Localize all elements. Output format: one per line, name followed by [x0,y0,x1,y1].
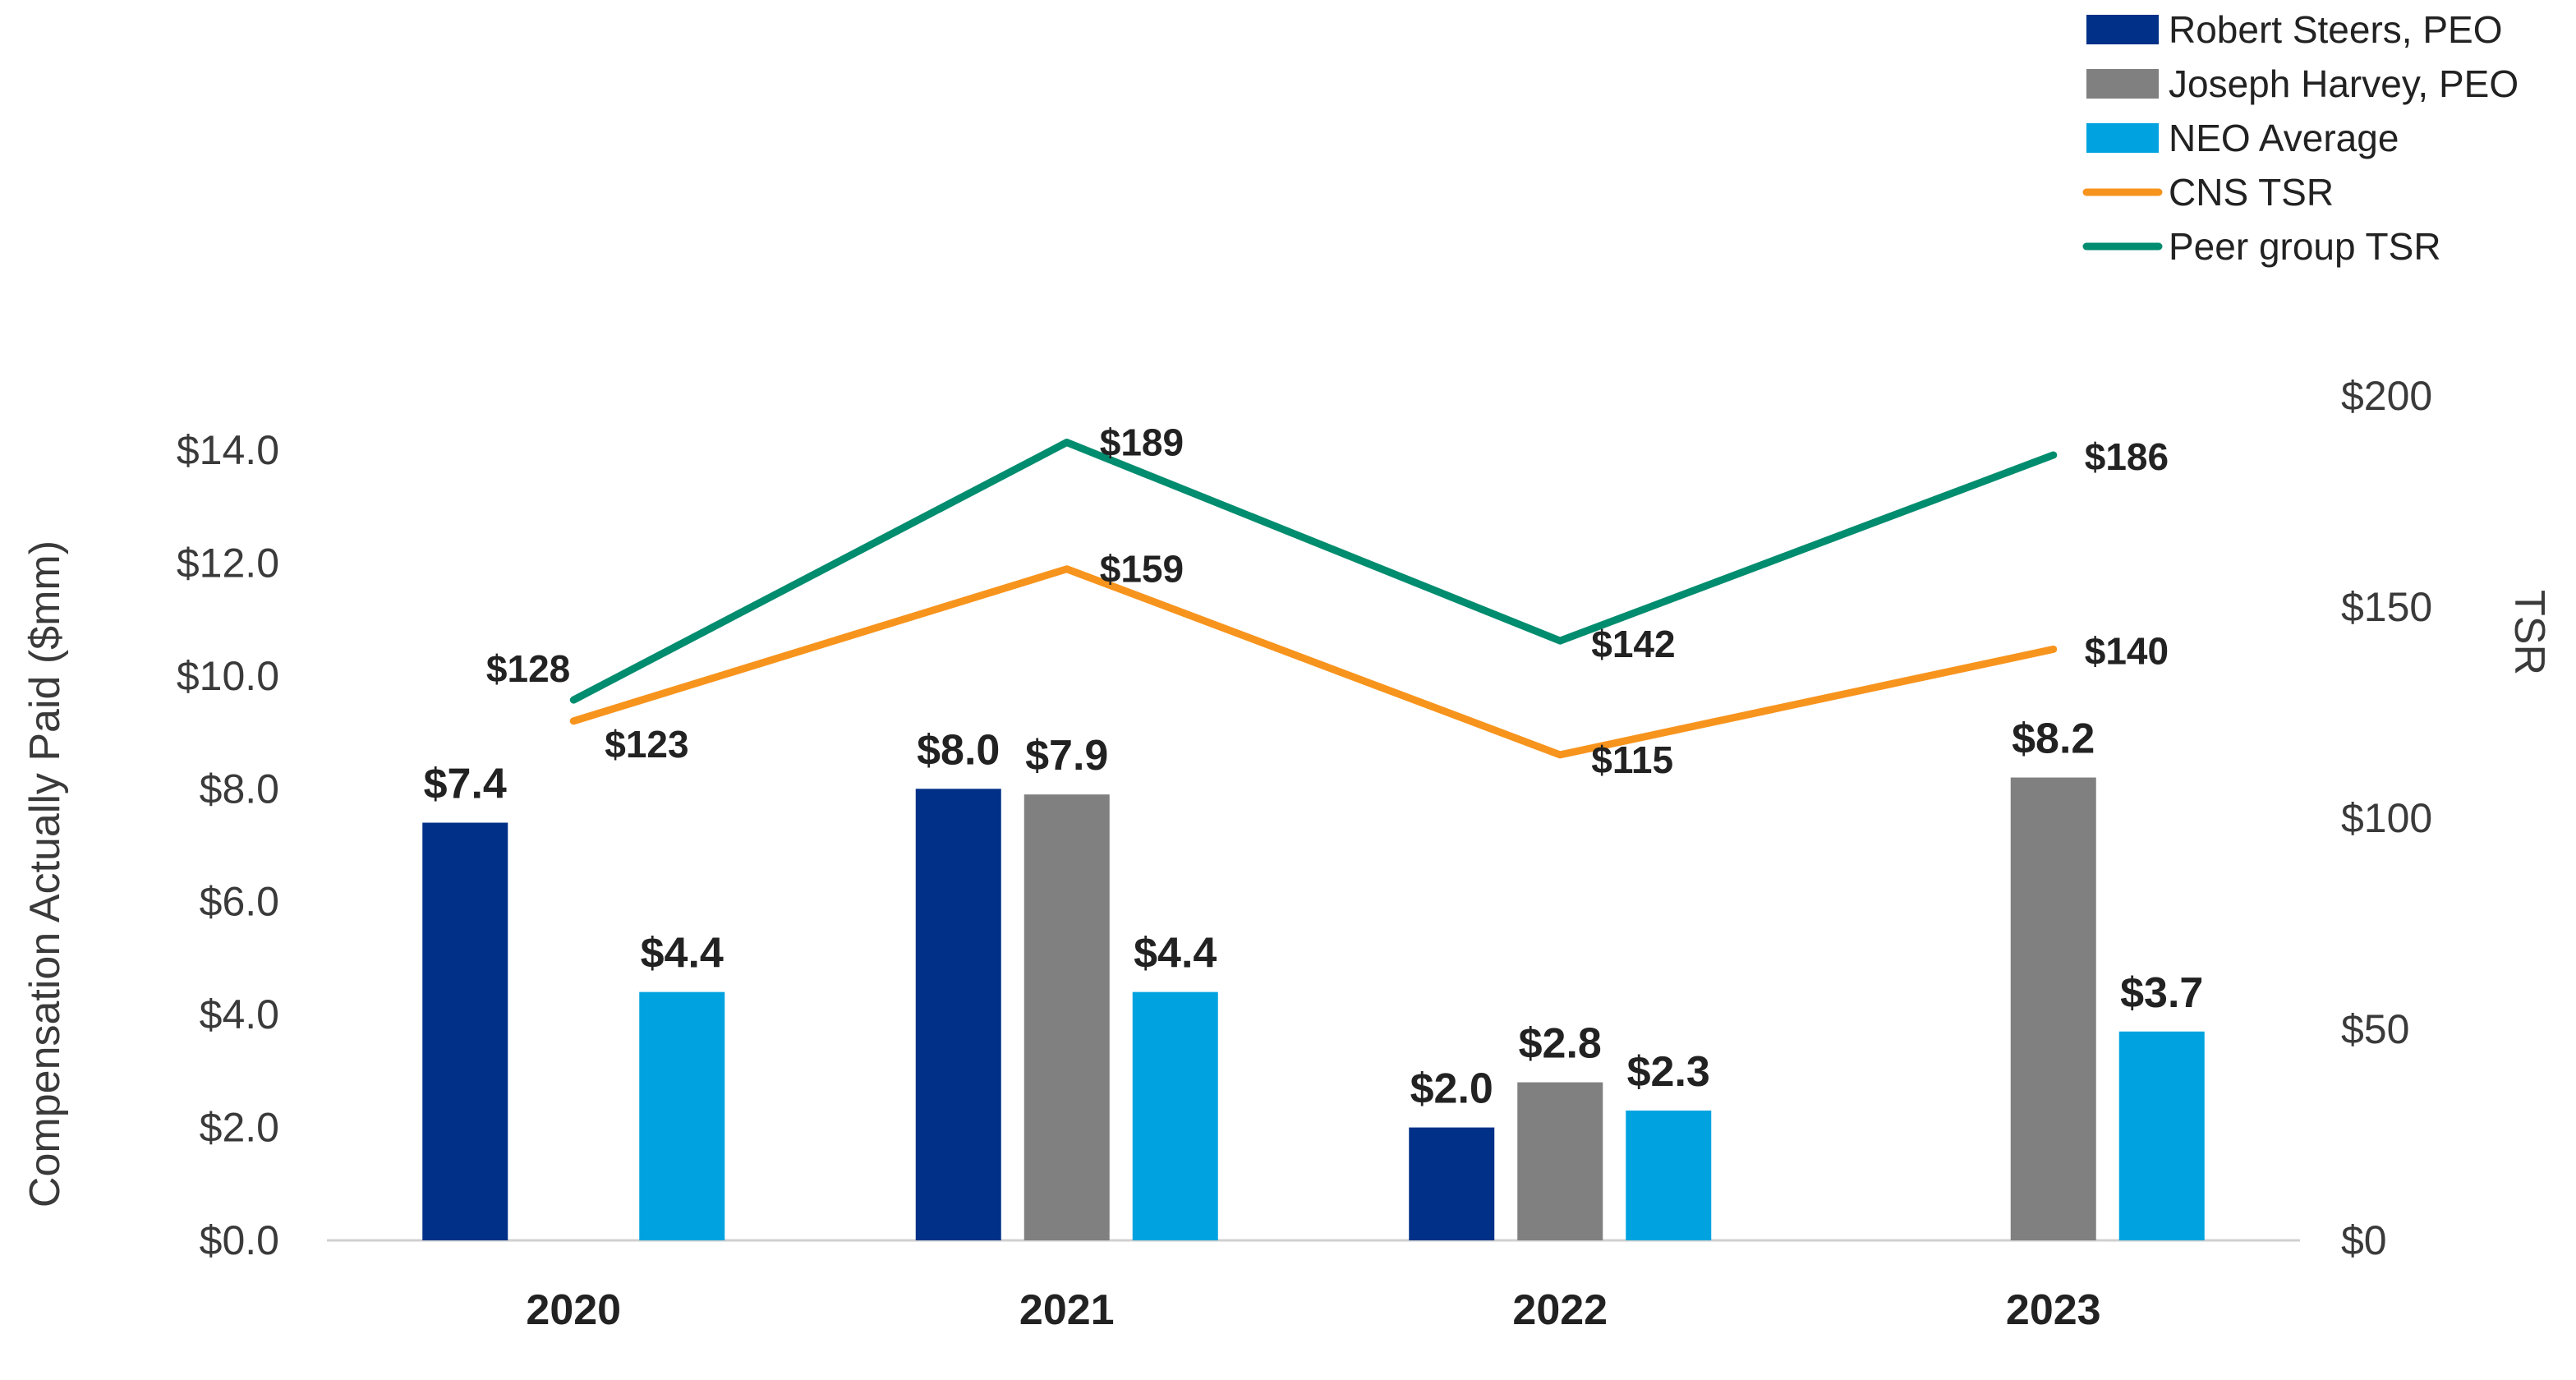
x-category-label: 2021 [1019,1286,1115,1334]
x-category-label: 2022 [1512,1286,1608,1334]
line-data-label: $123 [605,723,688,766]
bar-data-label: $3.7 [2120,969,2203,1017]
y-tick-label: $12.0 [177,540,279,586]
y2-tick-label: $50 [2341,1006,2409,1052]
legend-label: Robert Steers, PEO [2169,8,2503,51]
line-peer-group-tsr [569,439,2058,704]
y2-tick-label: $200 [2341,373,2432,419]
bar-robert-steers-peo [422,822,508,1240]
bar-joseph-harvey-peo [1517,1082,1603,1240]
line-data-label: $142 [1591,623,1675,665]
y-tick-label: $6.0 [200,879,279,925]
bar-data-label: $8.0 [917,726,1000,774]
bar-data-label: $2.3 [1627,1048,1710,1096]
bar-data-label: $7.9 [1025,732,1108,780]
y-axis-title: Compensation Actually Paid ($mm) [21,540,69,1208]
bar-data-label: $4.4 [1134,930,1217,978]
legend-swatch [2086,123,2159,153]
y-tick-label: $4.0 [200,991,279,1037]
line-cns-tsr [569,565,2058,759]
line-data-label: $159 [1100,548,1184,591]
y-tick-label: $14.0 [177,427,279,473]
y-tick-label: $8.0 [200,766,279,812]
bar-joseph-harvey-peo [2010,777,2096,1240]
x-category-label: 2023 [2006,1286,2101,1334]
y2-tick-label: $0 [2341,1217,2387,1263]
legend-label: CNS TSR [2169,171,2334,214]
legend-swatch [2086,69,2159,99]
y2-tick-label: $100 [2341,795,2432,841]
bar-data-label: $7.4 [424,761,507,808]
y-tick-label: $10.0 [177,653,279,699]
bar-robert-steers-peo [915,789,1001,1240]
bar-neo-average [1132,991,1218,1240]
legend-label: Peer group TSR [2169,225,2441,268]
bar-joseph-harvey-peo [1024,794,1110,1240]
y2-tick-label: $150 [2341,584,2432,630]
bar-data-label: $8.2 [2012,715,2095,763]
legend-label: Joseph Harvey, PEO [2169,62,2518,105]
bar-data-label: $2.8 [1519,1020,1602,1068]
line-data-label: $186 [2085,435,2169,478]
line-data-label: $128 [486,647,570,690]
bar-data-label: $2.0 [1410,1065,1493,1113]
line-data-label: $140 [2085,629,2169,672]
bar-neo-average [2118,1031,2205,1240]
y-tick-label: $2.0 [200,1105,279,1151]
line-data-label: $189 [1100,421,1184,464]
bar-robert-steers-peo [1409,1127,1495,1240]
bar-neo-average [1626,1110,1712,1240]
line-data-label: $115 [1591,738,1673,781]
legend-label: NEO Average [2169,117,2399,159]
bar-neo-average [639,991,725,1240]
y-tick-label: $0.0 [200,1217,279,1263]
y2-axis-title: TSR [2505,590,2553,675]
bar-data-label: $4.4 [641,930,724,978]
x-category-label: 2020 [526,1286,621,1334]
legend-swatch [2086,15,2159,44]
